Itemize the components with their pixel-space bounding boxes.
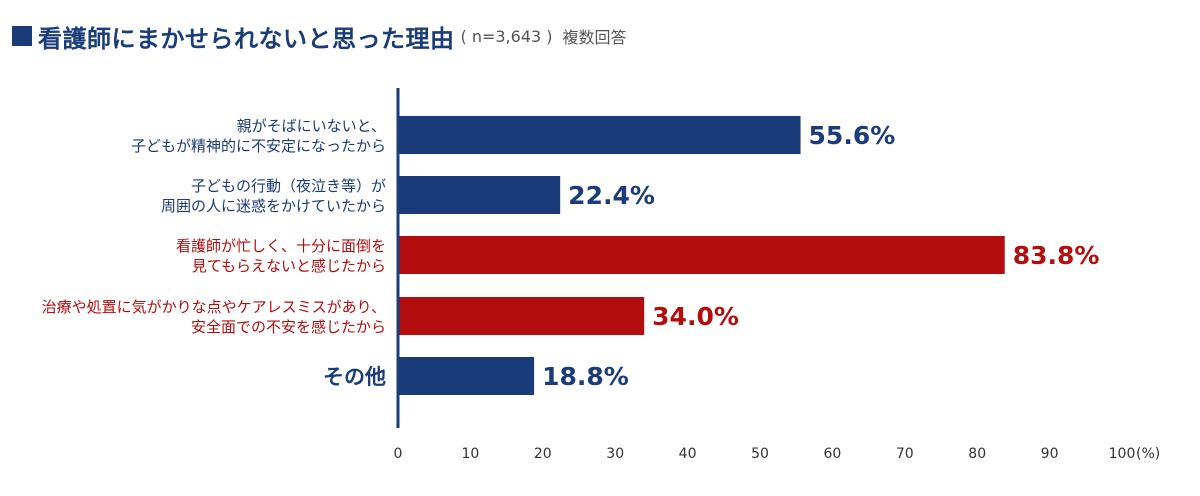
x-tick-label: 70 — [896, 446, 914, 462]
value-label: 83.8% — [1013, 241, 1100, 270]
x-tick-label: 100 — [1109, 446, 1136, 462]
category-label: 親がそばにいないと、子どもが精神的に不安定になったから — [131, 117, 386, 155]
sample-size: ( n=3,643 ) — [460, 26, 553, 46]
category-label-line: 治療や処置に気がかりな点やケアレスミスがあり、 — [42, 298, 386, 316]
value-label: 22.4% — [568, 181, 655, 210]
bar — [398, 236, 1005, 274]
x-unit-label: (%) — [1136, 446, 1160, 462]
bar — [398, 176, 561, 214]
x-tick-label: 10 — [461, 446, 479, 462]
category-label-line: 子どもが精神的に不安定になったから — [131, 137, 386, 155]
square-bullet-icon — [12, 26, 32, 46]
x-tick-label: 80 — [968, 446, 986, 462]
x-tick-label: 90 — [1041, 446, 1059, 462]
bar — [398, 297, 645, 335]
category-label: 治療や処置に気がかりな点やケアレスミスがあり、安全面での不安を感じたから — [42, 298, 386, 336]
x-tick-label: 50 — [751, 446, 769, 462]
x-tick-label: 0 — [394, 446, 403, 462]
value-label: 18.8% — [542, 362, 629, 391]
category-label-line: 親がそばにいないと、 — [237, 117, 386, 135]
x-tick-label: 40 — [679, 446, 697, 462]
category-label: その他 — [323, 365, 386, 389]
category-label-line: 安全面での不安を感じたから — [191, 318, 386, 336]
category-label: 子どもの行動（夜泣き等）が周囲の人に迷惑をかけていたから — [161, 177, 386, 215]
bar — [398, 357, 535, 395]
chart-header: 看護師にまかせられないと思った理由 ( n=3,643 ) 複数回答 — [12, 16, 627, 56]
category-label-line: 看護師が忙しく、十分に面倒を — [176, 237, 386, 255]
value-label: 55.6% — [809, 121, 896, 150]
chart-title: 看護師にまかせられないと思った理由 — [38, 24, 455, 53]
category-label-line: その他 — [323, 365, 386, 389]
answer-note: 複数回答 — [562, 28, 627, 47]
value-label: 34.0% — [652, 302, 739, 331]
x-tick-label: 20 — [534, 446, 552, 462]
category-label-line: 周囲の人に迷惑をかけていたから — [161, 197, 386, 215]
x-tick-label: 60 — [823, 446, 841, 462]
bar — [398, 116, 801, 154]
category-label-line: 見てもらえないと感じたから — [192, 257, 386, 275]
x-tick-label: 30 — [606, 446, 624, 462]
category-label: 看護師が忙しく、十分に面倒を見てもらえないと感じたから — [176, 237, 386, 275]
category-label-line: 子どもの行動（夜泣き等）が — [191, 177, 386, 195]
